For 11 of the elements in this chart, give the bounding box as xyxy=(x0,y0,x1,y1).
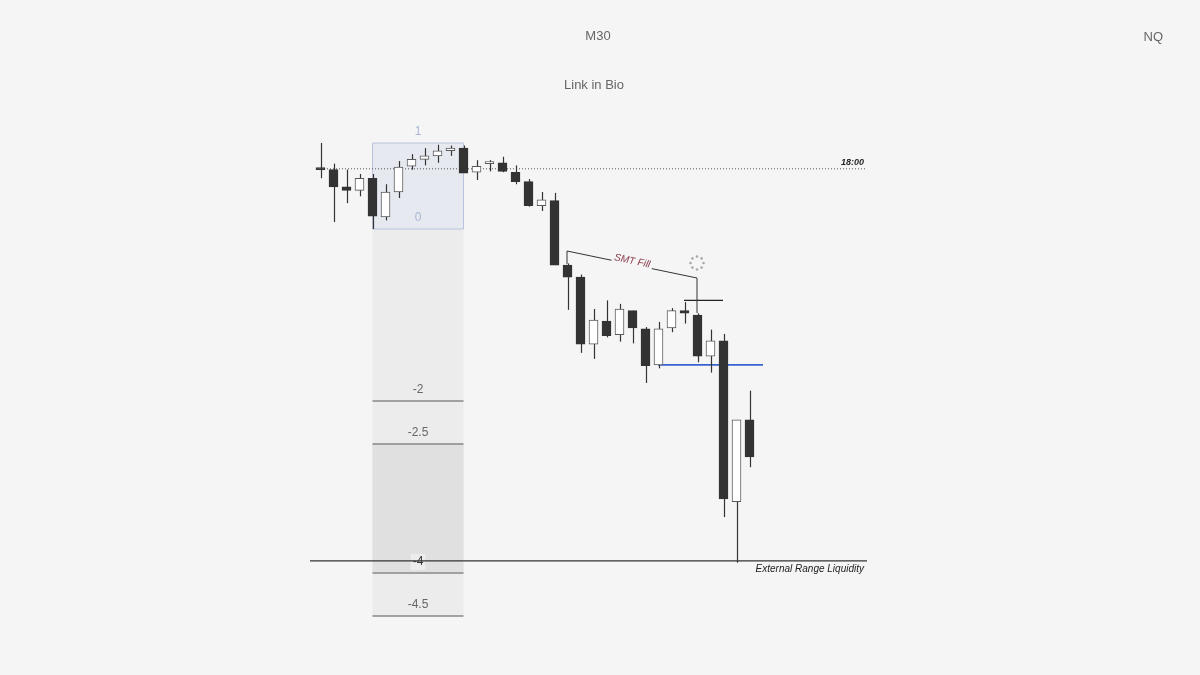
ref-line-label: External Range Liquidity xyxy=(755,562,865,574)
text: NQ xyxy=(1143,29,1163,44)
y-tick-label: -4.5 xyxy=(407,597,429,612)
y-tick-label: -2 xyxy=(412,382,424,397)
annotation: SMT Fill xyxy=(611,250,654,271)
chart-subtitle: Link in Bio xyxy=(564,77,624,92)
chart-title: M30 xyxy=(585,28,611,43)
y-tick-label: -2.5 xyxy=(407,425,429,440)
y-tick-label: 0 xyxy=(414,210,422,225)
annotation: 18:00 xyxy=(840,156,864,167)
y-tick-label: 1 xyxy=(414,124,422,139)
